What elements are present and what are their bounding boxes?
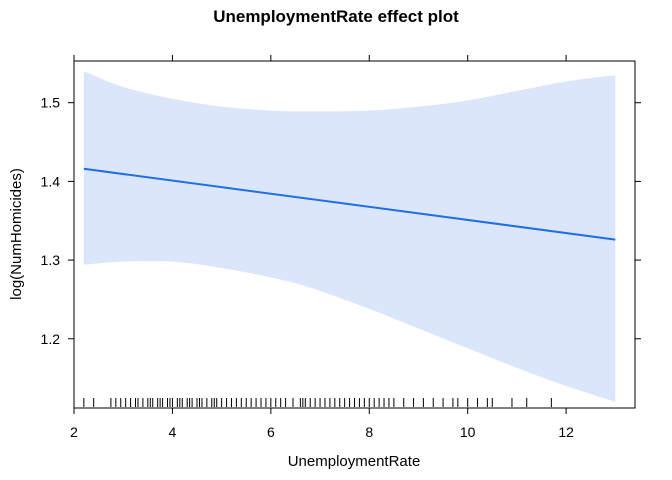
x-tick-label: 2 — [70, 424, 78, 440]
y-tick-label: 1.2 — [41, 331, 61, 347]
y-tick-label: 1.3 — [41, 252, 61, 268]
chart-title: UnemploymentRate effect plot — [213, 7, 459, 26]
x-axis-label: UnemploymentRate — [288, 453, 421, 470]
x-tick-label: 12 — [558, 424, 574, 440]
confidence-band — [83, 71, 616, 402]
x-tick-label: 4 — [169, 424, 177, 440]
y-axis-label: log(NumHomicides) — [8, 168, 25, 300]
x-tick-label: 8 — [365, 424, 373, 440]
fitted-line — [83, 167, 616, 241]
plot-frame — [73, 60, 636, 409]
x-tick-label: 10 — [460, 424, 476, 440]
y-tick-label: 1.5 — [41, 95, 61, 111]
x-tick-label: 6 — [267, 424, 275, 440]
y-tick-label: 1.4 — [41, 173, 61, 189]
